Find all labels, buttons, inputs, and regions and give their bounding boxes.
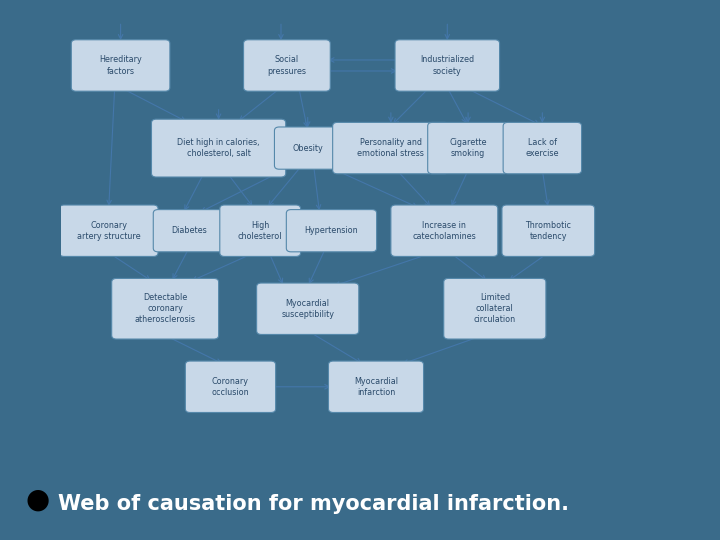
FancyBboxPatch shape (243, 40, 330, 91)
FancyBboxPatch shape (287, 210, 377, 252)
FancyBboxPatch shape (502, 205, 595, 256)
FancyBboxPatch shape (153, 210, 225, 252)
Text: High
cholesterol: High cholesterol (238, 221, 282, 241)
FancyBboxPatch shape (444, 279, 546, 339)
Text: ●: ● (25, 486, 50, 514)
Text: Hypertension: Hypertension (305, 226, 359, 235)
FancyBboxPatch shape (395, 40, 500, 91)
Text: Myocardial
susceptibility: Myocardial susceptibility (282, 299, 334, 319)
Text: Hereditary
factors: Hereditary factors (99, 56, 142, 76)
Text: Web of causation for myocardial infarction.: Web of causation for myocardial infarcti… (58, 494, 569, 514)
Text: Diet high in calories,
cholesterol, salt: Diet high in calories, cholesterol, salt (177, 138, 260, 158)
FancyBboxPatch shape (185, 361, 276, 413)
Text: Detectable
coronary
atherosclerosis: Detectable coronary atherosclerosis (135, 293, 196, 325)
FancyBboxPatch shape (71, 40, 170, 91)
Text: Increase in
catecholamines: Increase in catecholamines (413, 221, 476, 241)
FancyBboxPatch shape (333, 123, 449, 174)
Text: Industrialized
society: Industrialized society (420, 56, 474, 76)
Text: Thrombotic
tendency: Thrombotic tendency (526, 221, 571, 241)
FancyBboxPatch shape (112, 279, 219, 339)
Text: Social
pressures: Social pressures (267, 56, 307, 76)
FancyBboxPatch shape (328, 361, 423, 413)
Text: Coronary
artery structure: Coronary artery structure (77, 221, 140, 241)
FancyBboxPatch shape (220, 205, 300, 256)
Text: Myocardial
infarction: Myocardial infarction (354, 377, 398, 397)
FancyBboxPatch shape (60, 205, 158, 256)
FancyBboxPatch shape (151, 119, 286, 177)
Text: Lack of
exercise: Lack of exercise (526, 138, 559, 158)
FancyBboxPatch shape (391, 205, 498, 256)
Text: Diabetes: Diabetes (171, 226, 207, 235)
FancyBboxPatch shape (274, 127, 341, 169)
Text: Coronary
occlusion: Coronary occlusion (212, 377, 249, 397)
FancyBboxPatch shape (428, 123, 508, 174)
Text: Limited
collateral
circulation: Limited collateral circulation (474, 293, 516, 325)
FancyBboxPatch shape (256, 283, 359, 334)
FancyBboxPatch shape (503, 123, 582, 174)
Text: Obesity: Obesity (292, 144, 323, 153)
Text: Personality and
emotional stress: Personality and emotional stress (357, 138, 424, 158)
Text: Cigarette
smoking: Cigarette smoking (449, 138, 487, 158)
